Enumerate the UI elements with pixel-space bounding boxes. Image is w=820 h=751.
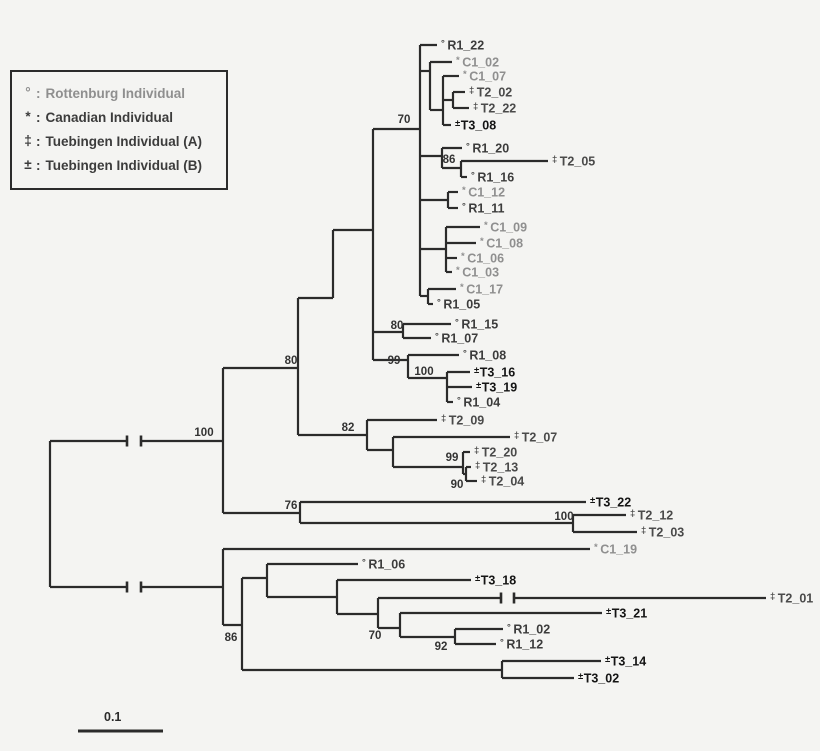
bootstrap-value: 70 (369, 630, 382, 642)
tip-label-C1_17: * C1_17 (460, 282, 503, 297)
tip-label-T2_01: ‡ T2_01 (770, 591, 813, 606)
tip-label-R1_07: ° R1_07 (435, 331, 478, 346)
tip-label-T2_09: ‡ T2_09 (441, 413, 484, 428)
tip-label-T3_21: ±T3_21 (606, 606, 647, 621)
legend-row-rottenburg: °: Rottenburg Individual (22, 82, 218, 106)
legend-colon: : (36, 134, 41, 149)
tip-label-T2_05: ‡ T2_05 (552, 154, 595, 169)
tip-label-C1_08: * C1_08 (480, 236, 523, 251)
tip-label-T3_08: ±T3_08 (455, 118, 496, 133)
bootstrap-value: 100 (554, 511, 573, 523)
bootstrap-value: 90 (451, 479, 464, 491)
tip-label-R1_12: ° R1_12 (500, 637, 543, 652)
legend-box: °: Rottenburg Individual *: Canadian Indiv… (10, 70, 228, 190)
tip-label-T2_07: ‡ T2_07 (514, 430, 557, 445)
tip-label-C1_06: * C1_06 (461, 251, 504, 266)
bootstrap-value: 92 (435, 641, 448, 653)
tip-label-R1_06: ° R1_06 (362, 557, 405, 572)
tip-label-T2_02: ‡ T2_02 (469, 85, 512, 100)
legend-colon: : (36, 110, 41, 125)
bootstrap-value: 82 (342, 422, 355, 434)
canadian-symbol: * (25, 109, 31, 124)
tip-label-R1_02: ° R1_02 (507, 622, 550, 637)
tip-label-T2_20: ‡ T2_20 (474, 445, 517, 460)
bootstrap-value: 86 (225, 632, 238, 644)
legend-label: Canadian Individual (45, 110, 174, 125)
legend-row-canadian: *: Canadian Individual (22, 106, 218, 130)
tip-label-T3_18: ±T3_18 (475, 573, 516, 588)
tip-label-T2_04: ‡ T2_04 (481, 474, 524, 489)
bootstrap-value: 99 (446, 452, 459, 464)
bootstrap-value: 70 (398, 114, 411, 126)
tip-label-R1_05: ° R1_05 (437, 297, 480, 312)
tip-label-C1_19: * C1_19 (594, 542, 637, 557)
bootstrap-value: 80 (391, 320, 404, 332)
legend-label: Rottenburg Individual (45, 86, 186, 101)
tuebingen-a-symbol: ‡ (24, 133, 32, 148)
legend-label: Tuebingen Individual (A) (45, 134, 203, 149)
tip-label-T2_12: ‡ T2_12 (630, 508, 673, 523)
legend-colon: : (36, 86, 41, 101)
tip-label-T3_14: ±T3_14 (605, 654, 646, 669)
tip-label-R1_08: ° R1_08 (463, 348, 506, 363)
legend-colon: : (36, 158, 41, 173)
bootstrap-value: 86 (443, 154, 456, 166)
tip-label-T3_19: ±T3_19 (476, 380, 517, 395)
tip-label-T3_02: ±T3_02 (578, 671, 619, 686)
bootstrap-value: 99 (388, 355, 401, 367)
tip-label-T2_03: ‡ T2_03 (641, 525, 684, 540)
bootstrap-value: 100 (414, 366, 433, 378)
bootstrap-value: 100 (194, 427, 213, 439)
tip-label-C1_03: * C1_03 (456, 265, 499, 280)
tip-label-R1_15: ° R1_15 (455, 317, 498, 332)
legend-row-tuebingen-a: ‡: Tuebingen Individual (A) (22, 130, 218, 154)
legend-label: Tuebingen Individual (B) (45, 158, 203, 173)
tip-label-R1_11: ° R1_11 (462, 201, 505, 216)
bootstrap-value: 76 (285, 500, 298, 512)
legend-row-tuebingen-b: ±: Tuebingen Individual (B) (22, 154, 218, 178)
tip-label-C1_02: * C1_02 (456, 55, 499, 70)
rottenburg-symbol: ° (25, 85, 31, 100)
tip-label-C1_12: * C1_12 (462, 185, 505, 200)
tip-label-R1_04: ° R1_04 (457, 395, 500, 410)
tuebingen-b-symbol: ± (24, 157, 32, 172)
bootstrap-value: 80 (285, 355, 298, 367)
tip-label-T3_22: ±T3_22 (590, 495, 631, 510)
tip-label-C1_09: * C1_09 (484, 220, 527, 235)
tip-label-C1_07: * C1_07 (463, 69, 506, 84)
tip-label-R1_22: ° R1_22 (441, 38, 484, 53)
tip-label-T3_16: ±T3_16 (474, 365, 515, 380)
tip-label-R1_20: ° R1_20 (466, 141, 509, 156)
tip-label-T2_13: ‡ T2_13 (475, 460, 518, 475)
tip-label-R1_16: ° R1_16 (471, 170, 514, 185)
tip-label-T2_22: ‡ T2_22 (473, 101, 516, 116)
scale-bar-label: 0.1 (104, 710, 122, 724)
